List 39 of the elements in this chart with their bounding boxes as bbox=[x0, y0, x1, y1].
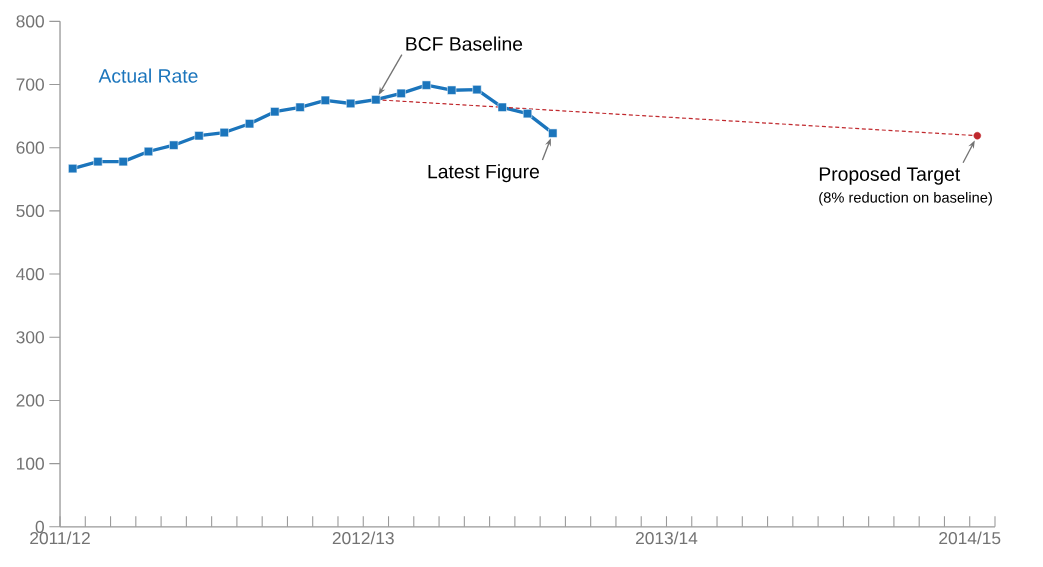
point bbox=[447, 85, 457, 95]
point bbox=[472, 85, 482, 95]
y-tick-label: 700 bbox=[16, 78, 44, 91]
y-tick-label: 100 bbox=[17, 457, 44, 470]
point bbox=[118, 157, 128, 167]
x-tick-label: 2013/14 bbox=[636, 531, 698, 545]
point bbox=[396, 88, 406, 98]
point bbox=[346, 99, 356, 109]
annotation: BCF Baseline bbox=[406, 36, 523, 51]
point bbox=[219, 128, 229, 138]
point bbox=[270, 107, 280, 117]
y-tick-label: 200 bbox=[16, 394, 44, 407]
point bbox=[68, 164, 78, 174]
point bbox=[522, 109, 533, 119]
point bbox=[93, 157, 103, 167]
point bbox=[421, 80, 431, 90]
x-tick-label: 2012/13 bbox=[332, 531, 394, 545]
y-tick-label: 300 bbox=[16, 331, 44, 344]
point bbox=[973, 132, 982, 140]
point bbox=[320, 95, 330, 105]
point bbox=[245, 119, 255, 129]
annotation: (8% reduction on baseline) bbox=[819, 192, 992, 206]
point bbox=[548, 128, 558, 138]
point bbox=[497, 102, 507, 112]
x-tick-label: 2014/15 bbox=[939, 531, 1001, 545]
point bbox=[194, 131, 204, 141]
point bbox=[295, 102, 305, 112]
annotation: Latest Figure bbox=[428, 164, 539, 183]
y-tick-label: 800 bbox=[16, 15, 44, 28]
y-tick-label: 500 bbox=[16, 204, 44, 218]
point bbox=[371, 95, 381, 105]
y-tick-label: 0 bbox=[35, 520, 44, 534]
point bbox=[143, 147, 153, 157]
text: Actual Rate bbox=[98, 68, 198, 83]
point bbox=[169, 140, 179, 150]
annotation: Proposed Target bbox=[819, 166, 961, 185]
y-tick-label: 600 bbox=[16, 141, 44, 154]
x-tick-label: 2011/12 bbox=[30, 531, 90, 545]
y-tick-label: 400 bbox=[16, 268, 44, 281]
